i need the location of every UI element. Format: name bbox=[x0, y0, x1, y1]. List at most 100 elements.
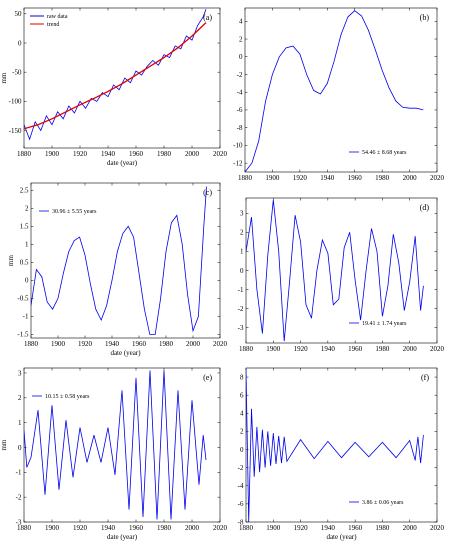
y-tick-label: -4 bbox=[238, 482, 244, 490]
x-tick-label: 1960 bbox=[129, 524, 144, 532]
x-tick-label: 1940 bbox=[321, 524, 336, 532]
y-axis-label: mm bbox=[0, 439, 8, 450]
x-tick-label: 2020 bbox=[213, 340, 228, 348]
x-tick-label: 2000 bbox=[186, 340, 201, 348]
panel-e: 1880 1900 1920 1940 1960 1980 2000 2020 -3 -2 -1 0 1… bbox=[0, 367, 228, 541]
y-tick-label: -8 bbox=[238, 518, 244, 526]
x-axis-label: date (year) bbox=[107, 159, 138, 167]
x-tick-label: 1880 bbox=[17, 150, 32, 158]
y-tick-label: 0 bbox=[240, 446, 244, 454]
panel-c: 1880 1900 1920 1940 1960 1980 2000 2020 -1.5 -1 -0… bbox=[7, 182, 228, 357]
y-tick-label: 50 bbox=[15, 10, 23, 18]
y-tick-label: 0.5 bbox=[20, 259, 29, 267]
x-tick-label: 1980 bbox=[375, 345, 390, 353]
legend-entry: raw data bbox=[47, 14, 68, 20]
x-tick-label: 1900 bbox=[51, 340, 66, 348]
panel-f: 1880 1900 1920 1940 1960 1980 2000 2020 -8 -6 -4 -2… bbox=[238, 367, 445, 541]
x-tick-label: 1920 bbox=[78, 340, 93, 348]
x-tick-label: 1880 bbox=[24, 340, 39, 348]
x-tick-label: 2020 bbox=[213, 150, 228, 158]
y-tick-label: 2 bbox=[18, 394, 22, 402]
series-line-0 bbox=[24, 370, 207, 520]
y-tick-label: 4 bbox=[239, 18, 243, 26]
series-line-trend bbox=[24, 22, 207, 130]
panel-label: (f) bbox=[421, 373, 429, 382]
x-tick-label: 1900 bbox=[266, 524, 281, 532]
x-tick-label: 1960 bbox=[129, 150, 144, 158]
y-tick-label: -2 bbox=[238, 464, 244, 472]
x-tick-label: 2020 bbox=[430, 345, 445, 353]
x-tick-label: 1920 bbox=[293, 174, 308, 182]
plot-frame bbox=[23, 7, 221, 149]
y-tick-label: -2 bbox=[238, 305, 244, 313]
y-axis-label: mm bbox=[0, 72, 8, 83]
x-tick-label: 2020 bbox=[430, 524, 445, 532]
x-tick-label: 2020 bbox=[213, 524, 228, 532]
x-tick-label: 2020 bbox=[430, 174, 445, 182]
y-tick-label: -3 bbox=[238, 324, 244, 332]
y-tick-label: 0 bbox=[25, 277, 29, 285]
y-tick-label: 2 bbox=[240, 428, 244, 436]
y-tick-label: 2.5 bbox=[20, 187, 29, 195]
x-tick-label: 2000 bbox=[403, 524, 418, 532]
x-tick-label: 1900 bbox=[45, 524, 60, 532]
y-tick-label: 0 bbox=[239, 53, 243, 61]
x-tick-label: 1980 bbox=[375, 524, 390, 532]
y-tick-label: -3 bbox=[16, 518, 22, 526]
y-tick-label: -1 bbox=[238, 286, 244, 294]
y-tick-label: -2 bbox=[16, 493, 22, 501]
x-tick-label: 1880 bbox=[17, 524, 32, 532]
y-tick-label: -1 bbox=[16, 469, 22, 477]
x-tick-label: 1880 bbox=[239, 345, 254, 353]
x-tick-label: 1980 bbox=[159, 340, 174, 348]
period-annotation: 30.96 ± 5.55 years bbox=[52, 209, 97, 215]
x-tick-label: 1960 bbox=[348, 174, 363, 182]
plot-frame bbox=[244, 7, 438, 173]
panel-label: (e) bbox=[203, 373, 212, 382]
y-tick-label: -6 bbox=[238, 500, 244, 508]
y-axis-label: mm bbox=[7, 255, 15, 266]
plot-frame bbox=[245, 367, 438, 523]
y-tick-label: 2 bbox=[25, 205, 29, 213]
x-tick-label: 1940 bbox=[105, 340, 120, 348]
x-tick-label: 1940 bbox=[101, 150, 116, 158]
x-tick-label: 1940 bbox=[321, 345, 336, 353]
y-tick-label: 2 bbox=[239, 35, 243, 43]
x-axis-label: date (year) bbox=[107, 533, 138, 541]
y-tick-label: -10 bbox=[233, 142, 243, 150]
panel-label: (a) bbox=[203, 13, 212, 22]
x-tick-label: 1960 bbox=[348, 345, 363, 353]
y-tick-label: -1.5 bbox=[17, 331, 29, 339]
x-tick-label: 2000 bbox=[403, 345, 418, 353]
series-line-0 bbox=[246, 199, 424, 342]
x-tick-label: 2000 bbox=[185, 524, 200, 532]
x-tick-label: 2000 bbox=[185, 150, 200, 158]
plot-frame bbox=[30, 182, 221, 339]
series-line-0 bbox=[31, 186, 207, 335]
panel-b: 1880 1900 1920 1940 1960 1980 2000 2020 -12 -10 -8… bbox=[233, 7, 445, 182]
x-tick-label: 1880 bbox=[239, 524, 254, 532]
x-tick-label: 2000 bbox=[403, 174, 418, 182]
x-tick-label: 1900 bbox=[45, 150, 60, 158]
x-tick-label: 1960 bbox=[132, 340, 147, 348]
x-tick-label: 1980 bbox=[157, 150, 172, 158]
y-tick-label: 1.5 bbox=[20, 223, 29, 231]
y-tick-label: 4 bbox=[240, 410, 244, 418]
y-tick-label: -150 bbox=[9, 127, 22, 135]
y-tick-label: -0.5 bbox=[17, 295, 29, 303]
series-line-0 bbox=[245, 10, 424, 172]
x-tick-label: 1940 bbox=[320, 174, 335, 182]
y-tick-label: 3 bbox=[240, 210, 244, 218]
x-tick-label: 1980 bbox=[157, 524, 172, 532]
x-tick-label: 1900 bbox=[266, 345, 281, 353]
y-tick-label: 8 bbox=[240, 373, 244, 381]
y-tick-label: -1 bbox=[23, 313, 29, 321]
y-tick-label: -4 bbox=[237, 89, 243, 97]
y-tick-label: -12 bbox=[233, 159, 243, 167]
panel-label: (b) bbox=[420, 13, 430, 22]
legend-entry: trend bbox=[47, 22, 59, 28]
period-annotation: 3.86 ± 0.06 years bbox=[362, 500, 404, 506]
panel-a: 1880 1900 1920 1940 1960 1980 2000 2020 -150 -100… bbox=[0, 7, 228, 167]
y-tick-label: 2 bbox=[240, 229, 244, 237]
